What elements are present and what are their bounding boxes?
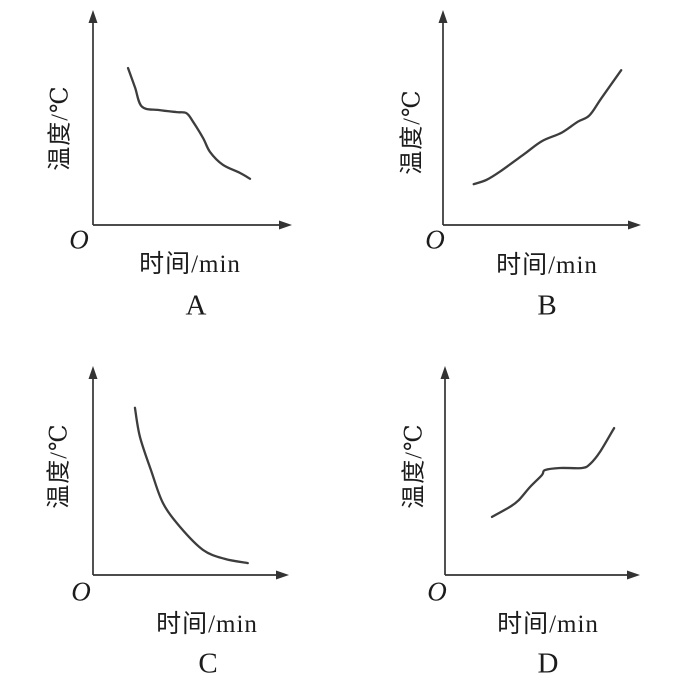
chart-option-a: 温度/℃ 时间/min O A bbox=[0, 0, 342, 340]
chart-option-d: 温度/℃ 时间/min O D bbox=[343, 340, 685, 694]
origin-label: O bbox=[69, 224, 89, 255]
origin-label: O bbox=[425, 224, 445, 255]
option-letter: B bbox=[537, 289, 557, 322]
option-letter: D bbox=[537, 647, 559, 680]
y-axis-label: 温度/℃ bbox=[401, 423, 428, 509]
y-axis-label: 温度/℃ bbox=[47, 85, 74, 171]
y-axis-label: 温度/℃ bbox=[399, 89, 426, 175]
chart-option-c: 温度/℃ 时间/min O C bbox=[0, 340, 342, 694]
chart-b-axes-and-curve bbox=[438, 10, 641, 230]
x-axis-label: 时间/min bbox=[139, 251, 241, 278]
chart-option-b: 温度/℃ 时间/min O B bbox=[343, 0, 685, 340]
option-letter: A bbox=[185, 289, 207, 322]
option-letter: C bbox=[198, 647, 218, 680]
y-axis-label: 温度/℃ bbox=[46, 423, 73, 509]
origin-label: O bbox=[427, 576, 447, 607]
chart-a-axes-and-curve bbox=[88, 10, 292, 230]
chart-d-axes-and-curve bbox=[440, 366, 640, 580]
x-axis-label: 时间/min bbox=[496, 252, 598, 279]
x-axis-label: 时间/min bbox=[156, 611, 258, 638]
origin-label: O bbox=[71, 576, 91, 607]
x-axis-label: 时间/min bbox=[497, 611, 599, 638]
chart-c-axes-and-curve bbox=[88, 366, 289, 580]
